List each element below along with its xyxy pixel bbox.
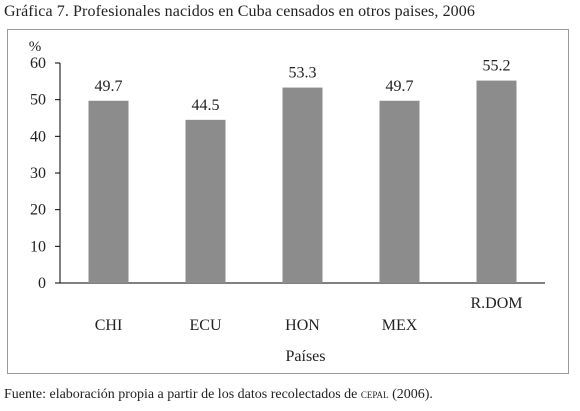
bars-group: 49.7 CHI 44.5 ECU 53.3 HON 49.7 MEX 55.2 R.DOM xyxy=(88,58,523,334)
y-axis-unit-label: % xyxy=(29,39,42,55)
x-category-label: ECU xyxy=(190,317,222,334)
chart-title: Gráfica 7. Profesionales nacidos en Cuba… xyxy=(4,3,475,20)
chart-frame xyxy=(7,29,569,374)
y-axis-ticks: 0 10 20 30 40 50 60 xyxy=(30,55,60,292)
y-tick-label: 0 xyxy=(38,275,46,292)
y-tick-label: 20 xyxy=(30,202,46,219)
data-label: 53.3 xyxy=(289,65,317,82)
bar-hon xyxy=(282,87,323,283)
x-category-label: HON xyxy=(285,317,320,334)
bar-rdom xyxy=(476,80,517,283)
source-suffix: (2006). xyxy=(388,387,433,402)
x-category-label: MEX xyxy=(382,317,418,334)
y-tick-label: 40 xyxy=(30,128,46,145)
x-axis-title: Países xyxy=(286,348,326,365)
source-org: cepal xyxy=(360,386,389,401)
bar-ecu xyxy=(185,119,226,283)
x-category-label: CHI xyxy=(95,317,123,334)
source-prefix: Fuente: elaboración propia a partir de l… xyxy=(4,387,361,402)
y-tick-label: 60 xyxy=(30,55,46,72)
data-label: 49.7 xyxy=(386,78,414,95)
data-label: 49.7 xyxy=(95,78,123,95)
x-category-label: R.DOM xyxy=(470,295,522,312)
y-tick-label: 30 xyxy=(30,165,46,182)
y-tick-label: 10 xyxy=(30,238,46,255)
data-label: 55.2 xyxy=(483,58,511,75)
y-tick-label: 50 xyxy=(30,92,46,109)
bar-chi xyxy=(88,100,129,284)
source-note: Fuente: elaboración propia a partir de l… xyxy=(4,386,433,403)
bar-mex xyxy=(379,100,420,284)
data-label: 44.5 xyxy=(192,97,220,114)
